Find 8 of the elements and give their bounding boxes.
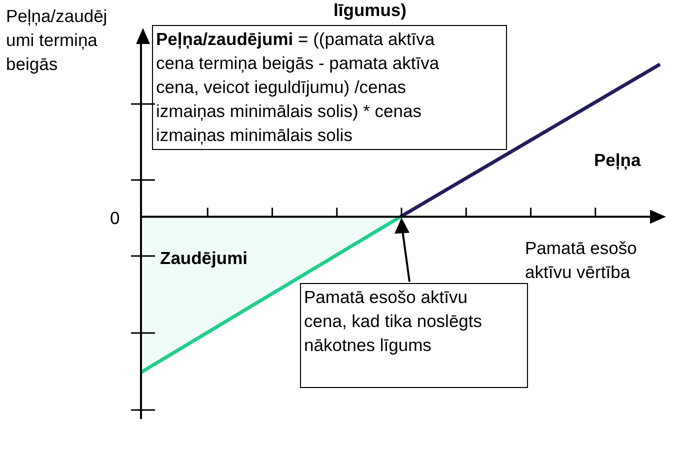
text: 0 xyxy=(110,207,120,230)
annotation: Zaudējumi xyxy=(160,247,248,270)
annotation: Peļņa/zaudējumi = ((pamata aktīva cena termiņa beigās - pamata aktīva cena, veicot ieguldījumu) /cenas izmaiņas minimālais solis) * cenas izmaiņas minimālais solis xyxy=(152,25,507,150)
annotation: Peļņa xyxy=(594,149,641,172)
annotation: Pamatā esošo aktīvu cena, kad tika noslēgts nākotnes līgums xyxy=(300,283,528,388)
chart-title: līgumus) xyxy=(332,0,408,22)
y-axis-title: Peļņa/zaudējumi termiņa beigās xyxy=(6,5,108,76)
x-axis-title: Pamatā esošo aktīvu vērtība xyxy=(525,237,638,284)
